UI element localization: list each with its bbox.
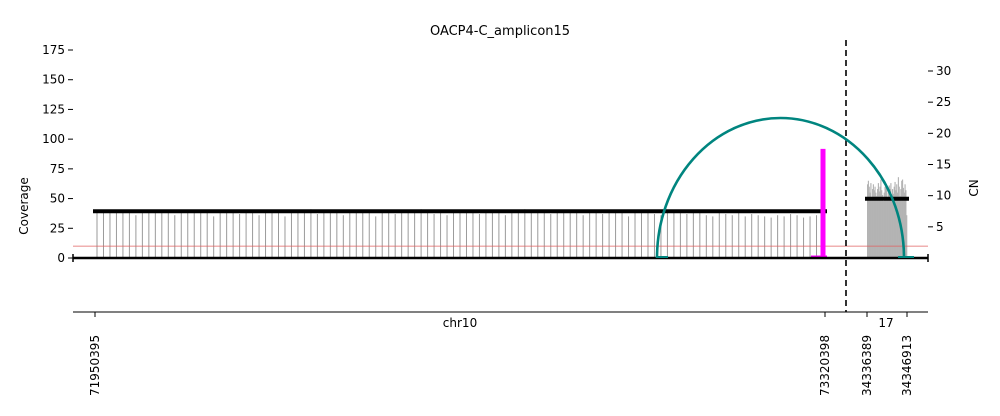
y-tick-label-left: 75 <box>50 162 65 176</box>
coverage-bin <box>902 179 904 258</box>
coverage-bin <box>876 196 878 258</box>
coverage-bin <box>889 189 891 258</box>
coverage-bin <box>880 179 882 258</box>
coverage-bin <box>891 196 893 258</box>
coverage-bin <box>887 192 889 258</box>
coverage-bin <box>867 180 869 258</box>
chromosome-label: 17 <box>878 316 893 330</box>
coverage-bin <box>905 190 907 258</box>
discordant-arc <box>655 116 906 259</box>
coverage-bin <box>901 180 903 258</box>
y-tick-label-left: 25 <box>50 221 65 235</box>
y-tick-label-right: 10 <box>936 189 951 203</box>
x-tick-label: 34346913 <box>900 335 914 396</box>
coverage-bin <box>871 198 873 258</box>
x-tick-label: 71950395 <box>88 335 102 396</box>
coverage-bin <box>884 186 886 258</box>
coverage-layer <box>96 177 908 258</box>
chromosome-label: chr10 <box>443 316 477 330</box>
coverage-bin <box>875 192 877 258</box>
coverage-bin <box>873 190 875 258</box>
chart-title: OACP4-C_amplicon15 <box>430 24 570 39</box>
x-axis-layer: chr10 17 71950395 73320398 34336389 34346913 <box>73 311 928 396</box>
coverage-bin <box>872 184 874 258</box>
cn-layer <box>93 148 909 259</box>
coverage-bin <box>888 185 890 258</box>
coverage-bin <box>895 190 897 258</box>
y-tick-label-right: 25 <box>936 95 951 109</box>
coverage-bin <box>906 215 908 258</box>
coverage-bin <box>892 189 894 258</box>
coverage-bin <box>867 184 869 258</box>
coverage-bin <box>887 198 889 258</box>
y-tick-label-left: 175 <box>42 43 65 57</box>
coverage-bin <box>892 193 894 258</box>
coverage-bin <box>886 189 888 258</box>
coverage-bin <box>885 184 887 258</box>
y-tick-label-right: 20 <box>936 126 951 140</box>
y-tick-label-left: 100 <box>42 132 65 146</box>
y-tick-label-right: 5 <box>936 220 944 234</box>
coverage-bin <box>902 187 904 258</box>
coverage-bin <box>882 195 884 258</box>
coverage-bin <box>882 200 884 258</box>
axes-layer: 0 25 50 75 100 125 150 175 5 10 15 20 25 30 <box>42 40 951 312</box>
y-tick-label-left: 0 <box>57 251 65 265</box>
y-tick-label-right: 30 <box>936 64 951 78</box>
coverage-bin <box>877 183 879 258</box>
coverage-bin <box>868 186 870 258</box>
coverage-bin <box>879 186 881 258</box>
coverage-bin <box>893 186 895 258</box>
y-tick-label-left: 125 <box>42 102 65 116</box>
arcs-layer <box>655 116 906 259</box>
coverage-bin <box>881 190 883 258</box>
y-tick-label-right: 15 <box>936 158 951 172</box>
coverage-bin <box>896 184 898 258</box>
coverage-bin <box>903 192 905 258</box>
y-tick-label-left: 50 <box>50 192 65 206</box>
coverage-bin <box>878 191 880 258</box>
coverage-bin <box>872 189 874 258</box>
coverage-bin <box>870 183 872 258</box>
coverage-bin <box>874 186 876 258</box>
coverage-bin <box>894 181 896 258</box>
coverage-bin <box>869 192 871 258</box>
y-axis-label-left: Coverage <box>17 177 31 235</box>
coverage-bin <box>890 183 892 258</box>
x-tick-label: 73320398 <box>818 335 832 396</box>
x-tick-label: 34336389 <box>860 335 874 396</box>
coverage-bin <box>877 189 879 258</box>
coverage-bin <box>883 192 885 258</box>
y-tick-label-left: 150 <box>42 73 65 87</box>
coverage-bin <box>897 192 899 258</box>
y-axis-label-right: CN <box>967 179 981 196</box>
coverage-bin <box>904 184 906 258</box>
